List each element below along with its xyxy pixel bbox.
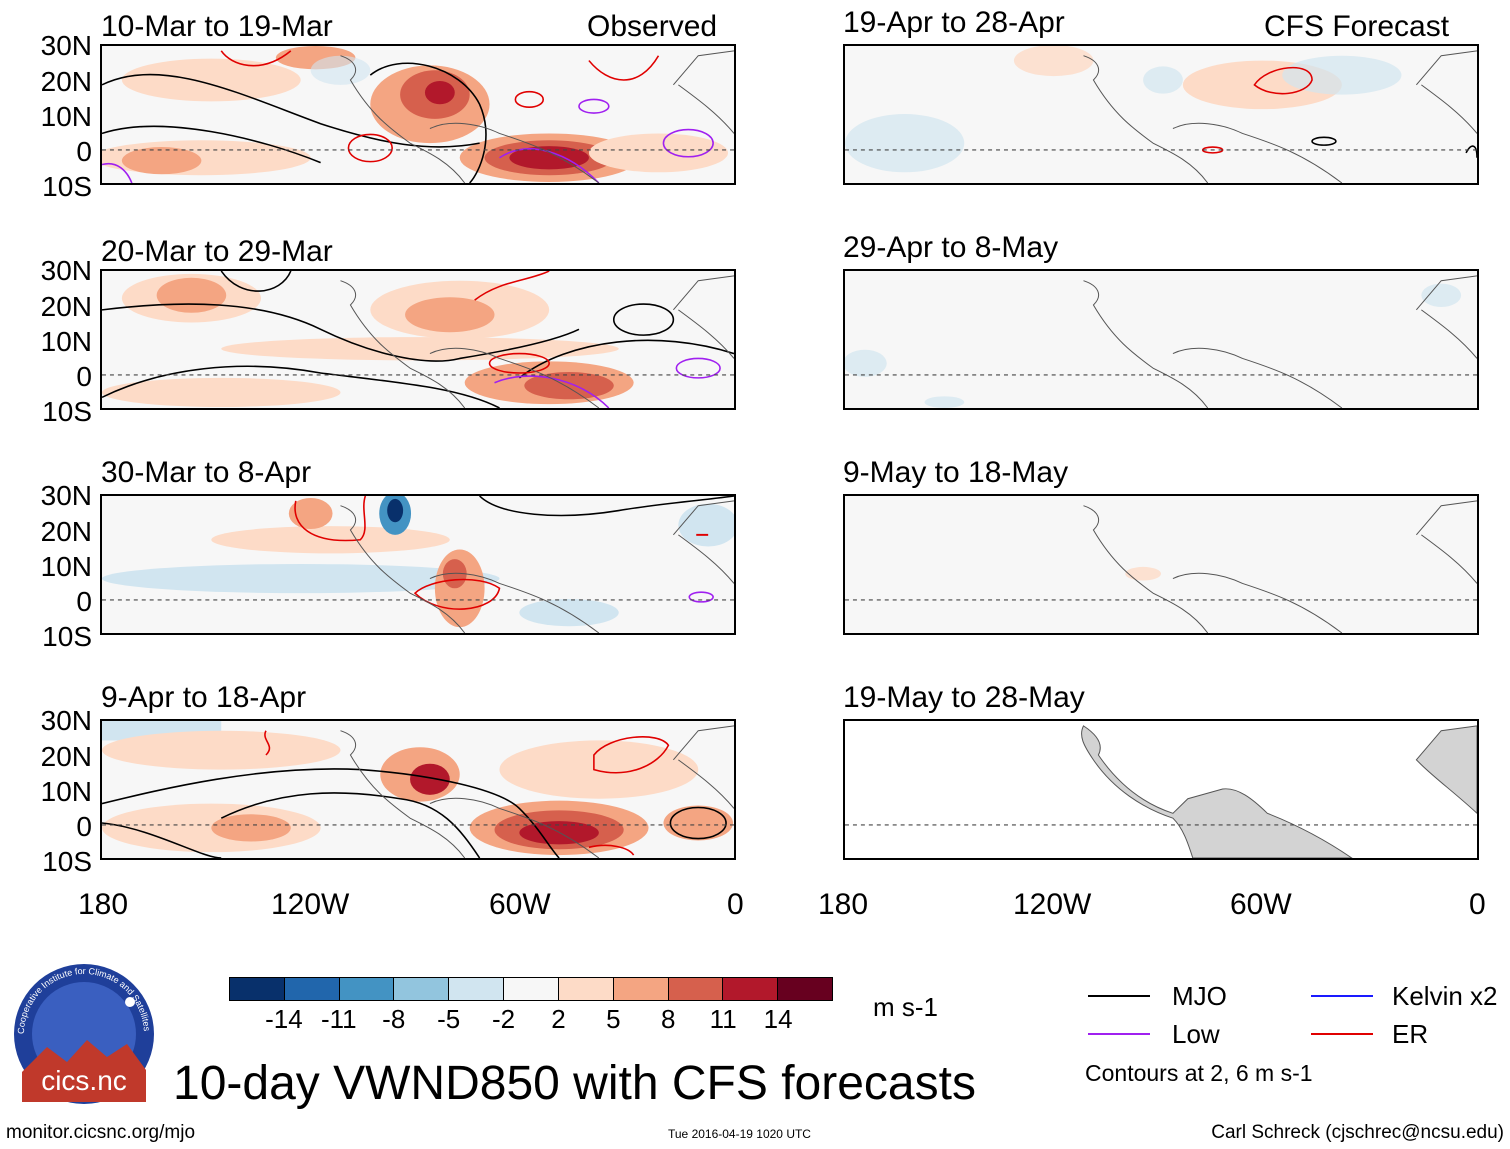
lon-label: 60W: [489, 888, 551, 921]
lon-label: 120W: [1013, 888, 1092, 921]
footer-author: Carl Schreck (cjschrec@ncsu.edu): [1211, 1122, 1504, 1143]
colorbar-swatch: [230, 978, 285, 1000]
lat-label: 10N: [40, 776, 92, 807]
colorbar-tick: -5: [437, 1004, 461, 1034]
lon-label: 180: [78, 888, 129, 921]
legend-swatch-er: [1311, 1033, 1373, 1035]
colorbar-swatch: [449, 978, 505, 1000]
main-title: 10-day VWND850 with CFS forecasts: [173, 1057, 976, 1110]
lat-label: 20N: [40, 291, 92, 322]
panel-title-fcst-4: 19-May to 28-May: [843, 681, 1085, 714]
lat-label: 30N: [40, 255, 92, 286]
cics-logo: Cooperative Institute for Climate and Sa…: [12, 962, 156, 1106]
colorbar-swatch: [504, 978, 559, 1000]
panel-title-obs-4: 9-Apr to 18-Apr: [101, 681, 307, 714]
colorbar-tick: -8: [382, 1004, 406, 1034]
colorbar-swatch: [668, 978, 724, 1000]
colorbar: [229, 977, 833, 1001]
lat-label: 0: [76, 136, 92, 167]
contour-note: Contours at 2, 6 m s-1: [1085, 1060, 1313, 1086]
observed-panel-1: [100, 44, 736, 185]
forecast-panel-3: [843, 494, 1479, 635]
lat-label: 10S: [42, 621, 92, 652]
observed-panel-2: [100, 269, 736, 410]
colorbar-swatch: [778, 978, 832, 1000]
panel-title-obs-3: 30-Mar to 8-Apr: [101, 456, 312, 489]
lat-label: 10N: [40, 101, 92, 132]
colorbar-tick: -2: [491, 1004, 516, 1034]
lat-label: 0: [76, 361, 92, 392]
lat-label: 10N: [40, 326, 92, 357]
lon-label: 120W: [271, 888, 350, 921]
colorbar-tick: -14: [265, 1004, 303, 1034]
logo-text: cics.nc: [41, 1065, 127, 1096]
colorbar-tick: 11: [709, 1004, 737, 1034]
colorbar-tick: 2: [551, 1004, 566, 1034]
lat-label: 10S: [42, 846, 92, 877]
panel-title-fcst-2: 29-Apr to 8-May: [843, 231, 1059, 264]
lat-label: 20N: [40, 516, 92, 547]
legend-swatch-mjo: [1088, 995, 1150, 997]
colorbar-tick: 8: [661, 1004, 676, 1034]
colorbar-tick: 14: [763, 1004, 793, 1034]
legend-label-er: ER: [1392, 1019, 1429, 1049]
lat-label: 10S: [42, 396, 92, 427]
colorbar-swatch: [284, 978, 340, 1000]
lon-label: 0: [727, 888, 744, 921]
footer-url[interactable]: monitor.cicsnc.org/mjo: [6, 1122, 196, 1143]
legend-swatch-low: [1088, 1033, 1150, 1035]
lat-label: 20N: [40, 741, 92, 772]
cfs-forecast-label: CFS Forecast: [1264, 10, 1450, 43]
lat-label: 0: [76, 811, 92, 842]
panel-title-fcst-3: 9-May to 18-May: [843, 456, 1069, 489]
lon-label: 60W: [1230, 888, 1292, 921]
lat-label: 30N: [40, 30, 92, 61]
observed-panel-3: [100, 494, 736, 635]
forecast-panel-2: [843, 269, 1479, 410]
lat-label: 30N: [40, 705, 92, 736]
lat-label: 30N: [40, 480, 92, 511]
forecast-panel-1: [843, 44, 1479, 185]
lat-label: 10N: [40, 551, 92, 582]
lat-label: 20N: [40, 66, 92, 97]
colorbar-swatch: [613, 978, 669, 1000]
colorbar-tick: -11: [320, 1004, 357, 1034]
lat-label: 0: [76, 586, 92, 617]
colorbar-tick: 5: [606, 1004, 621, 1034]
lat-label: 10S: [42, 171, 92, 202]
panel-title-obs-2: 20-Mar to 29-Mar: [101, 235, 333, 268]
legend-swatch-kelvin: [1311, 995, 1373, 997]
lon-label: 0: [1469, 888, 1486, 921]
legend-label-kelvin: Kelvin x2: [1392, 981, 1498, 1011]
colorbar-swatch: [339, 978, 395, 1000]
panel-title-obs-1: 10-Mar to 19-Mar: [101, 10, 333, 43]
colorbar-swatch: [723, 978, 779, 1000]
colorbar-swatch: [394, 978, 450, 1000]
panel-title-fcst-1: 19-Apr to 28-Apr: [843, 6, 1065, 39]
colorbar-units: m s-1: [873, 992, 938, 1022]
lon-label: 180: [818, 888, 869, 921]
forecast-panel-4: [843, 719, 1479, 860]
legend-label-mjo: MJO: [1172, 981, 1227, 1011]
observed-panel-4: [100, 719, 736, 860]
observed-label: Observed: [587, 10, 718, 43]
colorbar-swatch: [558, 978, 614, 1000]
legend-label-low: Low: [1172, 1019, 1220, 1049]
footer-timestamp: Tue 2016-04-19 1020 UTC: [668, 1127, 811, 1141]
